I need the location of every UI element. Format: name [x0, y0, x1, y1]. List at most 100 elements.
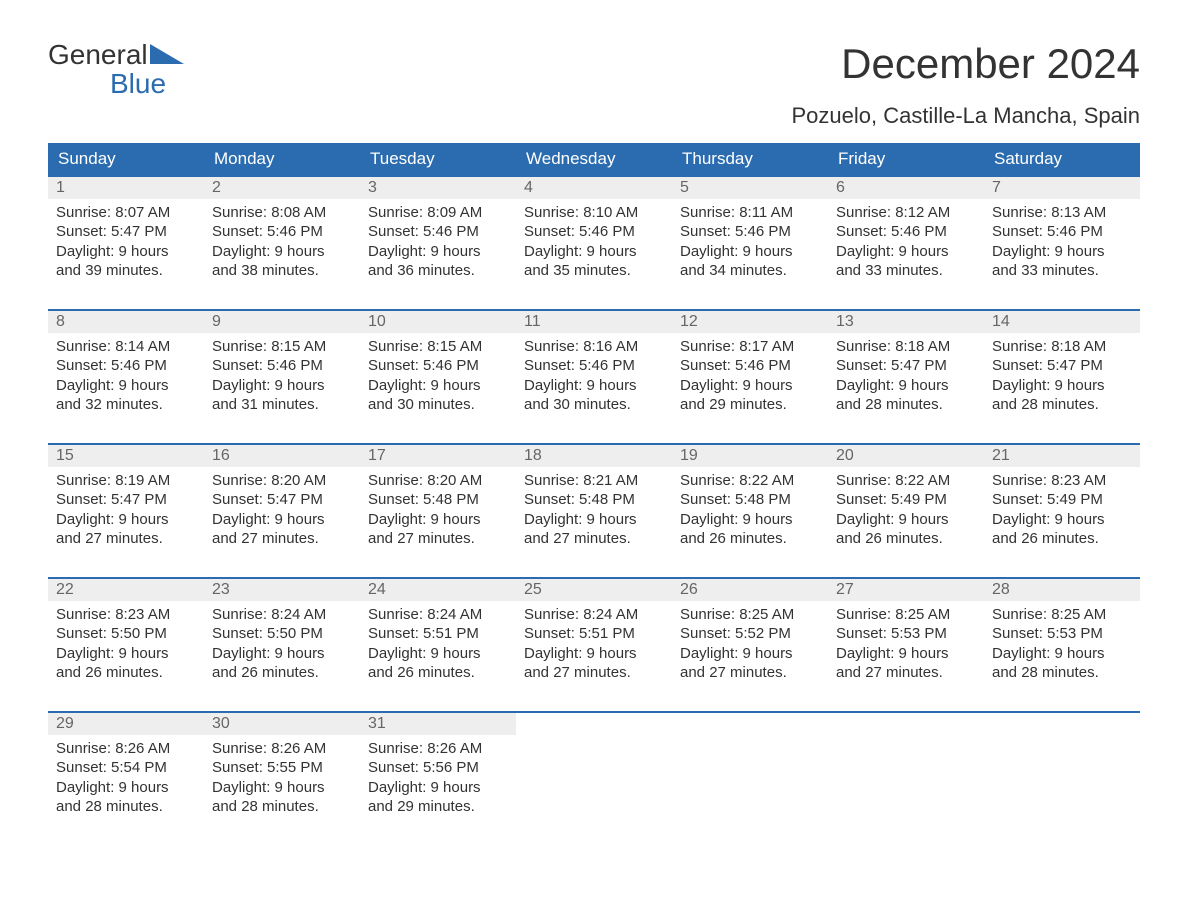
day-body: Sunrise: 8:08 AMSunset: 5:46 PMDaylight:… — [204, 199, 360, 289]
day-sunrise: Sunrise: 8:14 AM — [56, 337, 196, 357]
day-sunset: Sunset: 5:53 PM — [992, 624, 1132, 644]
day-number: 17 — [360, 445, 516, 467]
day-number — [984, 713, 1140, 717]
day-number: 26 — [672, 579, 828, 601]
calendar-day: 29Sunrise: 8:26 AMSunset: 5:54 PMDayligh… — [48, 713, 204, 833]
day-day1: Daylight: 9 hours — [992, 644, 1132, 664]
calendar-day: 26Sunrise: 8:25 AMSunset: 5:52 PMDayligh… — [672, 579, 828, 699]
day-day2: and 39 minutes. — [56, 261, 196, 281]
day-day2: and 28 minutes. — [56, 797, 196, 817]
logo-text-1: General — [48, 40, 148, 69]
day-number: 28 — [984, 579, 1140, 601]
day-body: Sunrise: 8:20 AMSunset: 5:47 PMDaylight:… — [204, 467, 360, 557]
day-sunrise: Sunrise: 8:10 AM — [524, 203, 664, 223]
day-day1: Daylight: 9 hours — [680, 510, 820, 530]
calendar-week: 8Sunrise: 8:14 AMSunset: 5:46 PMDaylight… — [48, 309, 1140, 431]
day-day1: Daylight: 9 hours — [56, 510, 196, 530]
header: General Blue December 2024 — [48, 40, 1140, 99]
day-day1: Daylight: 9 hours — [524, 242, 664, 262]
day-day1: Daylight: 9 hours — [56, 242, 196, 262]
day-day1: Daylight: 9 hours — [212, 376, 352, 396]
day-day2: and 31 minutes. — [212, 395, 352, 415]
day-sunrise: Sunrise: 8:22 AM — [680, 471, 820, 491]
day-number: 5 — [672, 177, 828, 199]
day-number: 2 — [204, 177, 360, 199]
weeks-container: 1Sunrise: 8:07 AMSunset: 5:47 PMDaylight… — [48, 175, 1140, 833]
day-day1: Daylight: 9 hours — [368, 778, 508, 798]
day-number: 8 — [48, 311, 204, 333]
calendar-day: 5Sunrise: 8:11 AMSunset: 5:46 PMDaylight… — [672, 177, 828, 297]
day-body: Sunrise: 8:11 AMSunset: 5:46 PMDaylight:… — [672, 199, 828, 289]
logo: General Blue — [48, 40, 184, 99]
day-sunset: Sunset: 5:51 PM — [524, 624, 664, 644]
day-sunrise: Sunrise: 8:18 AM — [992, 337, 1132, 357]
day-body: Sunrise: 8:20 AMSunset: 5:48 PMDaylight:… — [360, 467, 516, 557]
day-number: 13 — [828, 311, 984, 333]
day-day1: Daylight: 9 hours — [524, 644, 664, 664]
day-day1: Daylight: 9 hours — [368, 510, 508, 530]
day-sunrise: Sunrise: 8:18 AM — [836, 337, 976, 357]
day-body: Sunrise: 8:22 AMSunset: 5:48 PMDaylight:… — [672, 467, 828, 557]
day-body: Sunrise: 8:10 AMSunset: 5:46 PMDaylight:… — [516, 199, 672, 289]
calendar-day: 28 Sunrise: 8:25 AMSunset: 5:53 PMDayligh… — [984, 579, 1140, 699]
day-number: 18 — [516, 445, 672, 467]
day-day2: and 38 minutes. — [212, 261, 352, 281]
day-body: Sunrise: 8:17 AMSunset: 5:46 PMDaylight:… — [672, 333, 828, 423]
day-body: Sunrise: 8:25 AMSunset: 5:52 PMDaylight:… — [672, 601, 828, 691]
day-header: Tuesday — [360, 143, 516, 175]
day-number: 1 — [48, 177, 204, 199]
day-day2: and 29 minutes. — [368, 797, 508, 817]
day-sunrise: Sunrise: 8:17 AM — [680, 337, 820, 357]
day-day2: and 34 minutes. — [680, 261, 820, 281]
day-sunset: Sunset: 5:48 PM — [368, 490, 508, 510]
day-sunset: Sunset: 5:53 PM — [836, 624, 976, 644]
day-number: 23 — [204, 579, 360, 601]
day-sunrise: Sunrise: 8:20 AM — [368, 471, 508, 491]
day-day1: Daylight: 9 hours — [368, 376, 508, 396]
calendar-week: 1Sunrise: 8:07 AMSunset: 5:47 PMDaylight… — [48, 175, 1140, 297]
day-sunrise: Sunrise: 8:16 AM — [524, 337, 664, 357]
day-day1: Daylight: 9 hours — [836, 644, 976, 664]
day-body: Sunrise: 8:14 AMSunset: 5:46 PMDaylight:… — [48, 333, 204, 423]
day-sunset: Sunset: 5:48 PM — [680, 490, 820, 510]
day-day2: and 27 minutes. — [524, 529, 664, 549]
day-day2: and 33 minutes. — [992, 261, 1132, 281]
day-number: 10 — [360, 311, 516, 333]
day-sunrise: Sunrise: 8:13 AM — [992, 203, 1132, 223]
day-body: Sunrise: 8:26 AMSunset: 5:55 PMDaylight:… — [204, 735, 360, 825]
day-day1: Daylight: 9 hours — [368, 242, 508, 262]
day-sunrise: Sunrise: 8:15 AM — [212, 337, 352, 357]
calendar-header-row: Sunday Monday Tuesday Wednesday Thursday… — [48, 143, 1140, 175]
day-sunrise: Sunrise: 8:23 AM — [992, 471, 1132, 491]
day-body: Sunrise: 8:26 AMSunset: 5:56 PMDaylight:… — [360, 735, 516, 825]
day-number: 24 — [360, 579, 516, 601]
calendar-week: 29Sunrise: 8:26 AMSunset: 5:54 PMDayligh… — [48, 711, 1140, 833]
day-sunset: Sunset: 5:52 PM — [680, 624, 820, 644]
day-sunset: Sunset: 5:49 PM — [992, 490, 1132, 510]
day-body: Sunrise: 8:12 AMSunset: 5:46 PMDaylight:… — [828, 199, 984, 289]
day-day2: and 27 minutes. — [524, 663, 664, 683]
day-body: Sunrise: 8:24 AMSunset: 5:51 PMDaylight:… — [360, 601, 516, 691]
day-sunset: Sunset: 5:46 PM — [524, 356, 664, 376]
day-number: 15 — [48, 445, 204, 467]
day-number: 7 — [984, 177, 1140, 199]
calendar-day: 14Sunrise: 8:18 AMSunset: 5:47 PMDayligh… — [984, 311, 1140, 431]
day-body: Sunrise: 8:18 AMSunset: 5:47 PMDaylight:… — [984, 333, 1140, 423]
calendar-day: 11Sunrise: 8:16 AMSunset: 5:46 PMDayligh… — [516, 311, 672, 431]
day-day1: Daylight: 9 hours — [212, 778, 352, 798]
day-body: Sunrise: 8:24 AMSunset: 5:50 PMDaylight:… — [204, 601, 360, 691]
day-number: 14 — [984, 311, 1140, 333]
day-number: 16 — [204, 445, 360, 467]
day-sunrise: Sunrise: 8:25 AM — [992, 605, 1132, 625]
calendar: Sunday Monday Tuesday Wednesday Thursday… — [48, 143, 1140, 833]
page-title: December 2024 — [841, 40, 1140, 88]
day-sunset: Sunset: 5:47 PM — [992, 356, 1132, 376]
day-sunset: Sunset: 5:47 PM — [56, 490, 196, 510]
day-day2: and 27 minutes. — [680, 663, 820, 683]
day-number: 27 — [828, 579, 984, 601]
calendar-day: 25Sunrise: 8:24 AMSunset: 5:51 PMDayligh… — [516, 579, 672, 699]
day-sunrise: Sunrise: 8:25 AM — [680, 605, 820, 625]
calendar-day: 23Sunrise: 8:24 AMSunset: 5:50 PMDayligh… — [204, 579, 360, 699]
day-day2: and 27 minutes. — [368, 529, 508, 549]
day-day2: and 28 minutes. — [836, 395, 976, 415]
